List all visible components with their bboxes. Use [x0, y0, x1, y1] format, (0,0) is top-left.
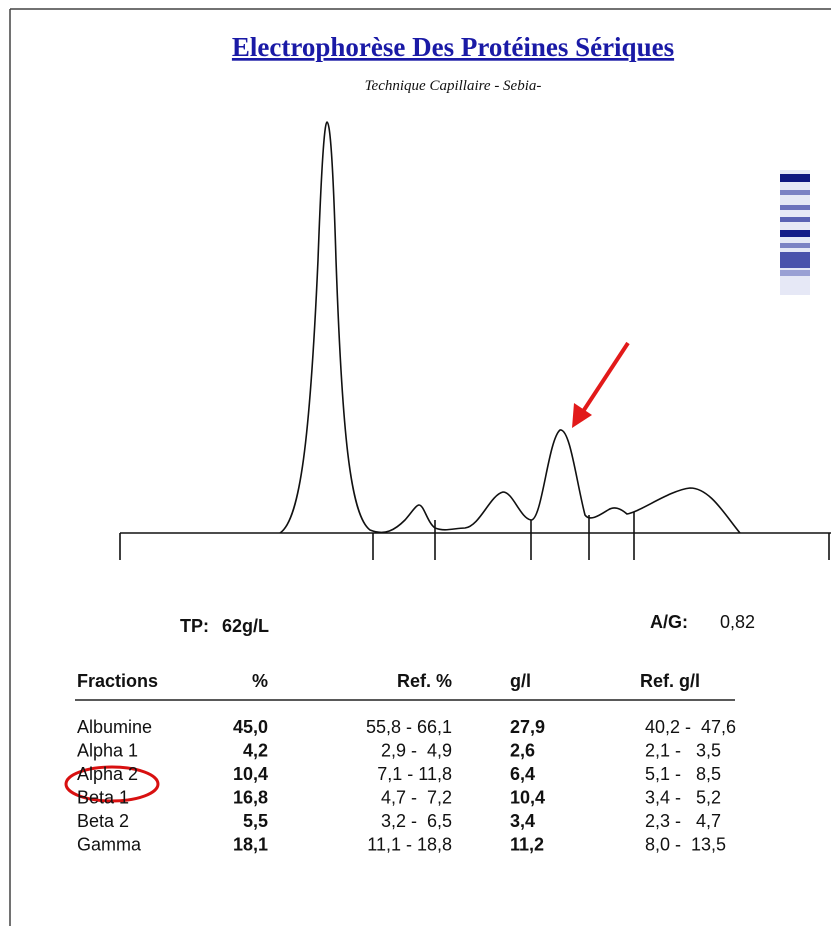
column-header: Ref. %: [397, 671, 452, 691]
table-cell: 2,9 - 4,9: [381, 741, 452, 761]
table-cell: 5,5: [243, 811, 268, 831]
report-title: Electrophorèse Des Protéines Sériques: [232, 32, 674, 62]
table-cell: 2,1 - 3,5: [645, 741, 721, 761]
table-cell: 27,9: [510, 717, 545, 737]
column-header: g/l: [510, 671, 531, 691]
table-cell: 6,4: [510, 764, 535, 784]
table-cell: 2,6: [510, 741, 535, 761]
annotation-arrow: [572, 343, 628, 428]
table-cell: 3,4: [510, 811, 535, 831]
table-cell: Gamma: [77, 835, 142, 855]
table-cell: 4,2: [243, 741, 268, 761]
electropherogram: [120, 122, 831, 560]
column-header: Fractions: [77, 671, 158, 691]
ag-label: A/G:: [650, 612, 688, 632]
table-cell: 40,2 - 47,6: [645, 717, 736, 737]
tp-label: TP:: [180, 616, 209, 636]
table-cell: 10,4: [233, 764, 268, 784]
table-cell: 18,1: [233, 835, 268, 855]
table-cell: 4,7 - 7,2: [381, 788, 452, 808]
table-cell: 55,8 - 66,1: [366, 717, 452, 737]
column-header: %: [252, 671, 268, 691]
table-cell: 16,8: [233, 788, 268, 808]
table-cell: 45,0: [233, 717, 268, 737]
table-cell: Alpha 2: [77, 764, 138, 784]
table-cell: 5,1 - 8,5: [645, 764, 721, 784]
table-cell: 11,2: [510, 835, 544, 855]
column-header: Ref. g/l: [640, 671, 700, 691]
ag-value: 0,82: [720, 612, 755, 632]
table-cell: 10,4: [510, 788, 545, 808]
table-cell: 3,2 - 6,5: [381, 811, 452, 831]
tp-value: 62g/L: [222, 616, 269, 636]
table-cell: Beta 1: [77, 788, 129, 808]
table-cell: 2,3 - 4,7: [645, 811, 721, 831]
table-cell: 8,0 - 13,5: [645, 835, 726, 855]
table-cell: 11,1 - 18,8: [367, 835, 452, 855]
table-cell: 3,4 - 5,2: [645, 788, 721, 808]
report-subtitle: Technique Capillaire - Sebia-: [365, 78, 542, 94]
table-cell: Alpha 1: [77, 741, 138, 761]
report-page: Electrophorèse Des Protéines Sériques Te…: [0, 0, 831, 926]
table-cell: 7,1 - 11,8: [377, 764, 452, 784]
table-cell: Albumine: [77, 717, 152, 737]
gel-strip: [780, 170, 810, 295]
table-cell: Beta 2: [77, 811, 129, 831]
